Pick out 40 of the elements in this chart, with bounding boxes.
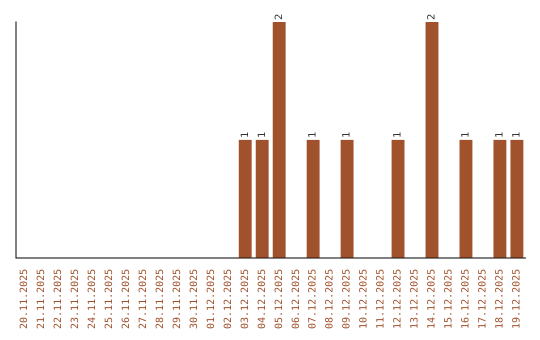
x-tick-label: 24.11.2025 bbox=[87, 268, 98, 330]
data-label: 1 bbox=[460, 132, 472, 138]
x-tick-label: 23.11.2025 bbox=[70, 268, 82, 330]
x-tick-label: 15.12.2025 bbox=[444, 268, 455, 330]
x-tick-label: 11.12.2025 bbox=[376, 268, 387, 330]
data-label: 1 bbox=[256, 132, 268, 138]
data-label: 1 bbox=[511, 132, 522, 138]
x-tick-label: 05.12.2025 bbox=[274, 268, 285, 330]
data-label: 1 bbox=[240, 132, 251, 138]
x-tick-label: 04.12.2025 bbox=[256, 268, 268, 330]
x-tick-label: 30.11.2025 bbox=[188, 268, 200, 330]
data-label: 1 bbox=[342, 132, 353, 138]
x-tick-label: 20.11.2025 bbox=[19, 268, 30, 330]
x-tick-label: 14.12.2025 bbox=[426, 268, 438, 330]
x-tick-label: 21.11.2025 bbox=[36, 268, 48, 330]
x-tick-label: 25.11.2025 bbox=[104, 268, 115, 330]
x-tick-label: 08.12.2025 bbox=[324, 268, 336, 330]
data-label: 1 bbox=[392, 132, 404, 138]
data-label: 1 bbox=[494, 132, 506, 138]
x-tick-label: 09.12.2025 bbox=[342, 268, 353, 330]
x-tick-label: 16.12.2025 bbox=[460, 268, 472, 330]
x-tick-label: 03.12.2025 bbox=[240, 268, 251, 330]
data-label: 2 bbox=[274, 14, 285, 20]
x-tick-label: 18.12.2025 bbox=[494, 268, 506, 330]
x-tick-label: 02.12.2025 bbox=[222, 268, 234, 330]
x-tick-label: 22.11.2025 bbox=[53, 268, 64, 330]
x-tick-label: 12.12.2025 bbox=[392, 268, 404, 330]
x-tick-label: 06.12.2025 bbox=[290, 268, 302, 330]
x-tick-label: 10.12.2025 bbox=[358, 268, 370, 330]
data-label: 2 bbox=[426, 14, 438, 20]
x-tick-label: 29.11.2025 bbox=[172, 268, 183, 330]
x-tick-label: 13.12.2025 bbox=[410, 268, 421, 330]
x-tick-label: 17.12.2025 bbox=[478, 268, 489, 330]
x-tick-label: 07.12.2025 bbox=[308, 268, 319, 330]
x-tick-label: 26.11.2025 bbox=[120, 268, 132, 330]
data-label: 1 bbox=[308, 132, 319, 138]
x-tick-label: 27.11.2025 bbox=[138, 268, 149, 330]
x-tick-label: 19.12.2025 bbox=[511, 268, 522, 330]
x-tick-label: 01.12.2025 bbox=[206, 268, 217, 330]
x-tick-label: 28.11.2025 bbox=[154, 268, 166, 330]
